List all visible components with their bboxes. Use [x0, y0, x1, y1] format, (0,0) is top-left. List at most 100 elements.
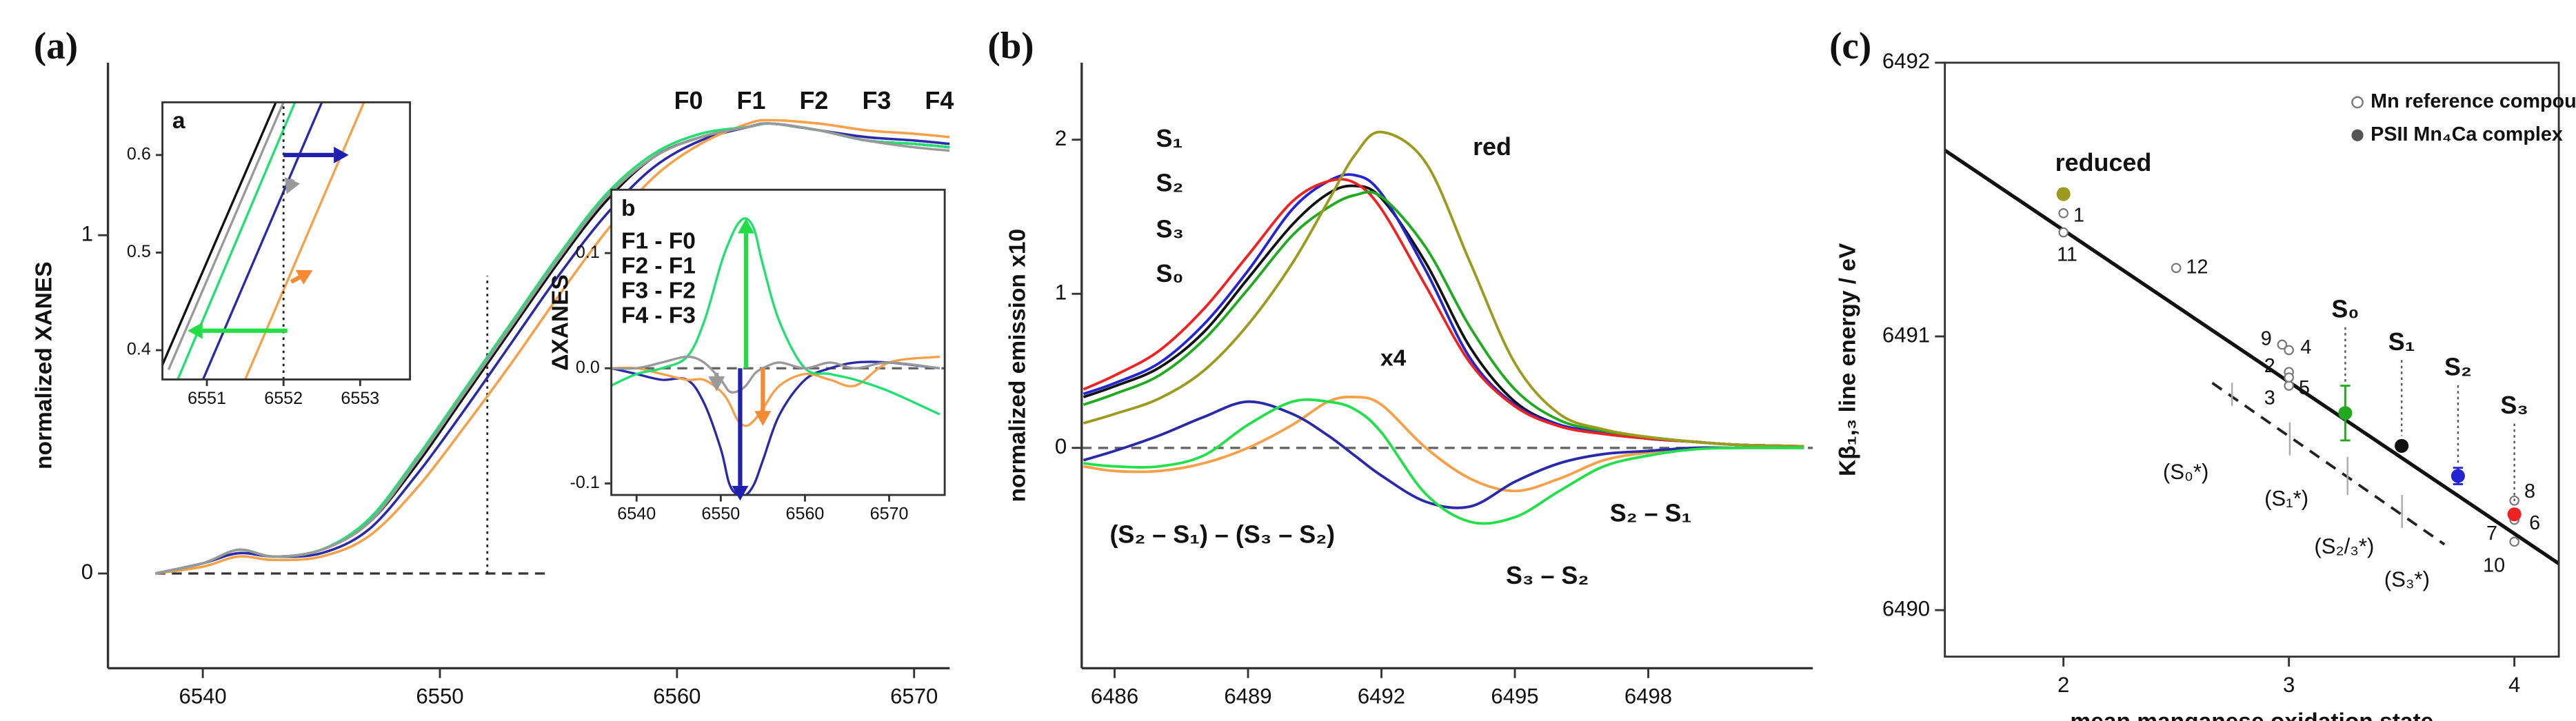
- point-label: 9: [2261, 327, 2272, 349]
- legend-marker: [2351, 96, 2364, 109]
- data-line: [1083, 173, 1804, 448]
- y-tick-label: 0: [1055, 434, 1067, 458]
- x-tick-label: 6498: [1624, 684, 1672, 709]
- legend-entry: PSII Mn₄Ca complex: [2371, 123, 2563, 145]
- reference-point: [2277, 339, 2288, 350]
- x-tick-label: 6492: [1358, 684, 1405, 709]
- y-tick-label: 1: [81, 221, 93, 245]
- arrow: [283, 146, 349, 163]
- x-tick-label: 6486: [1091, 684, 1138, 709]
- legend-entry: F4 - F3: [621, 303, 696, 328]
- legend-entry: F3: [862, 87, 891, 114]
- x-tick-label: 6553: [341, 389, 379, 408]
- data-line: [1083, 395, 1804, 493]
- y-tick-label: -0.1: [570, 473, 600, 492]
- state-label: S₂: [2444, 353, 2472, 380]
- starred-label: (S₂/₃*): [2314, 534, 2374, 558]
- y-tick-label: 1: [1055, 280, 1067, 304]
- data-line: [611, 355, 940, 427]
- legend-marker: [2351, 129, 2364, 141]
- x-tick-label: 6540: [617, 504, 656, 523]
- point-label: 6: [2529, 512, 2540, 534]
- y-tick-label: 6490: [1882, 596, 1930, 620]
- point-label: 1: [2073, 205, 2084, 227]
- point-label: 11: [2057, 243, 2077, 265]
- y-tick-label: 6491: [1882, 323, 1930, 347]
- reference-point: [2058, 208, 2069, 219]
- point-label: 12: [2186, 256, 2208, 278]
- arrow-shaft: [290, 179, 295, 181]
- data-line: [244, 102, 365, 380]
- frame: [610, 188, 946, 496]
- legend-entry: F2: [799, 87, 828, 114]
- reference-point: [2284, 380, 2294, 391]
- y-tick-label: 2: [1055, 126, 1067, 150]
- fit-line: [1944, 148, 2559, 565]
- y-tick-label: 0.4: [127, 340, 151, 359]
- arrow: [738, 219, 754, 369]
- point-label: 5: [2299, 377, 2310, 399]
- x-tick-label: 6552: [264, 389, 303, 408]
- point-label: 8: [2524, 480, 2535, 502]
- arrow: [284, 177, 301, 194]
- data-line: [201, 102, 323, 380]
- y-tick-label: 0.0: [576, 358, 600, 377]
- arrow-shaft: [290, 275, 301, 284]
- x-tick-label: 6560: [785, 504, 824, 523]
- x-tick-label: 6489: [1224, 684, 1271, 709]
- arrow-head: [188, 322, 203, 339]
- panel-label: (b): [987, 24, 1034, 66]
- data-line: [611, 355, 940, 394]
- legend-entry: F2 - F1: [621, 254, 696, 279]
- series-label: red: [1473, 133, 1511, 161]
- y-tick-label: 0.5: [127, 242, 151, 261]
- arrow-head: [334, 146, 349, 163]
- series-label: S₁: [1156, 125, 1183, 152]
- y-tick-label: 0: [81, 560, 93, 584]
- state-label: S₁: [2388, 328, 2415, 356]
- shifted-fit-line: [2211, 381, 2446, 546]
- x-tick-label: 6540: [179, 684, 227, 709]
- point-label: 10: [2483, 554, 2505, 576]
- psii-point: [2451, 469, 2465, 483]
- reference-point: [2284, 345, 2294, 356]
- x-tick-label: 4: [2508, 673, 2520, 697]
- data-line: [611, 217, 940, 416]
- series-label: S₃ – S₂: [1506, 562, 1589, 589]
- inset-title: b: [621, 196, 635, 221]
- arrow-head: [295, 270, 313, 285]
- inset-background: [162, 102, 410, 380]
- psii-point: [2338, 406, 2353, 420]
- x-tick-label: 6560: [653, 684, 701, 709]
- legend-entry: F4: [925, 87, 954, 114]
- plot-area: [1081, 130, 1813, 525]
- plot-area: [1944, 148, 2559, 565]
- y-axis-label: normalized emission x10: [1005, 229, 1031, 502]
- arrow: [290, 270, 313, 285]
- arrow: [188, 322, 288, 339]
- data-line: [1083, 130, 1804, 448]
- data-line: [162, 102, 277, 365]
- reference-point: [2171, 263, 2182, 274]
- plot-area: [162, 102, 365, 380]
- x-tick-label: 6550: [416, 684, 463, 709]
- frame: [161, 101, 412, 380]
- arrow-head: [732, 485, 749, 501]
- point-label: 4: [2300, 336, 2311, 358]
- x-tick-label: 6550: [701, 504, 740, 523]
- x-tick-label: 6570: [870, 504, 909, 523]
- legend-entry: F3 - F2: [621, 278, 696, 304]
- data-line: [154, 122, 950, 575]
- inset-title: a: [172, 108, 185, 134]
- series-label: S₃: [1156, 216, 1185, 243]
- arrow-head: [738, 219, 754, 234]
- psii-point: [2395, 438, 2409, 453]
- arrow: [732, 368, 749, 501]
- y-axis-label: Kβ₁,₃ line energy / eV: [1835, 243, 1861, 476]
- psii-point: [2507, 507, 2522, 522]
- arrow-head: [754, 411, 772, 426]
- arrow-head: [708, 376, 725, 392]
- legend-entry: F1: [737, 87, 766, 114]
- y-axis-label: normalized XANES: [31, 261, 57, 469]
